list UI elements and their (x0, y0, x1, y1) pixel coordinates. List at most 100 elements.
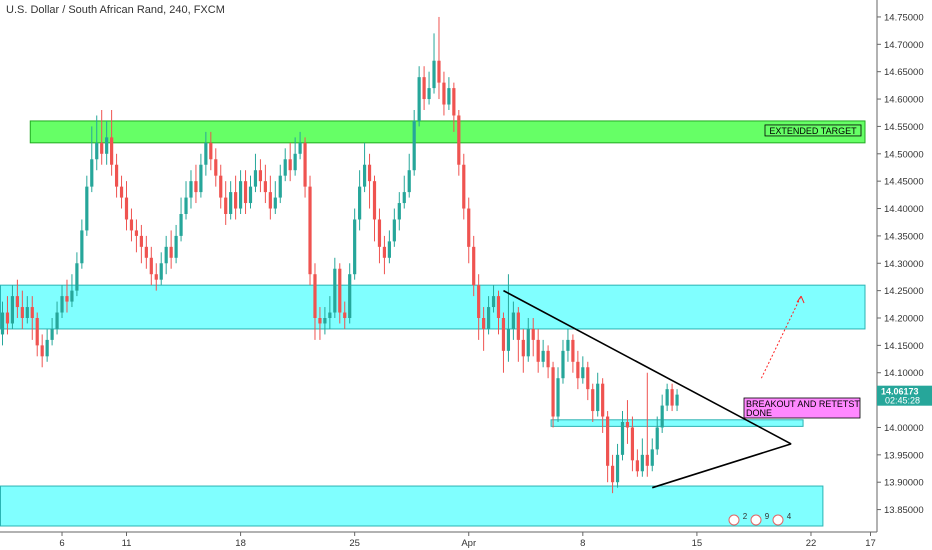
candle[interactable] (665, 383, 669, 412)
candle[interactable] (263, 164, 267, 204)
candle[interactable] (119, 175, 124, 209)
candle[interactable] (70, 274, 74, 308)
candle[interactable] (149, 246, 153, 286)
candle[interactable] (576, 350, 580, 390)
candle[interactable] (367, 153, 372, 209)
candle[interactable] (377, 208, 382, 264)
candle[interactable] (328, 296, 332, 329)
candle[interactable] (209, 131, 213, 171)
candle[interactable] (635, 449, 639, 477)
candle[interactable] (343, 301, 347, 329)
candle[interactable] (362, 142, 367, 193)
candle[interactable] (110, 110, 114, 176)
candle[interactable] (100, 110, 104, 165)
candle[interactable] (268, 175, 272, 220)
candle[interactable] (630, 416, 635, 472)
candle[interactable] (189, 170, 193, 209)
event-flag-icon[interactable] (750, 514, 762, 526)
candle[interactable] (491, 285, 496, 313)
candle[interactable] (293, 137, 297, 176)
candle[interactable] (506, 274, 511, 362)
candle[interactable] (129, 208, 134, 242)
candle[interactable] (516, 307, 520, 362)
candle[interactable] (511, 301, 515, 340)
candle[interactable] (85, 175, 89, 236)
candle[interactable] (184, 181, 188, 220)
candle[interactable] (447, 77, 451, 110)
candle[interactable] (139, 224, 143, 264)
candle[interactable] (105, 120, 109, 165)
candle[interactable] (596, 372, 600, 417)
candle[interactable] (15, 279, 19, 318)
candle[interactable] (601, 378, 605, 433)
candle[interactable] (323, 307, 327, 335)
candle[interactable] (467, 197, 471, 264)
candle[interactable] (472, 235, 476, 297)
candle[interactable] (283, 148, 287, 182)
candle[interactable] (30, 296, 34, 340)
candle[interactable] (402, 175, 406, 209)
candle[interactable] (313, 263, 317, 340)
candle[interactable] (457, 110, 461, 176)
candle[interactable] (50, 318, 54, 346)
candle[interactable] (496, 290, 501, 335)
candle[interactable] (5, 296, 10, 335)
candle[interactable] (645, 372, 649, 477)
candle[interactable] (248, 175, 253, 209)
candle[interactable] (531, 318, 535, 357)
candle[interactable] (258, 159, 263, 193)
candle[interactable] (477, 274, 481, 340)
candle[interactable] (25, 296, 29, 324)
candle[interactable] (412, 110, 416, 176)
candle[interactable] (551, 361, 555, 428)
candle[interactable] (348, 263, 352, 324)
candle[interactable] (586, 361, 590, 401)
candle[interactable] (253, 153, 258, 193)
candle[interactable] (134, 219, 139, 253)
candles-layer[interactable] (0, 16, 679, 494)
candle[interactable] (650, 438, 654, 472)
candle[interactable] (154, 263, 158, 291)
candle[interactable] (204, 131, 208, 176)
candle[interactable] (675, 389, 679, 412)
candle[interactable] (40, 334, 44, 368)
candle[interactable] (546, 345, 550, 379)
candle[interactable] (174, 224, 178, 264)
candle[interactable] (124, 181, 129, 231)
candle[interactable] (179, 197, 183, 242)
candle[interactable] (437, 16, 441, 100)
candle[interactable] (521, 328, 525, 373)
candle[interactable] (353, 208, 357, 280)
event-flag-icon[interactable] (772, 514, 784, 526)
candle[interactable] (288, 142, 292, 182)
candle[interactable] (417, 66, 421, 127)
candle[interactable] (35, 312, 39, 357)
candle[interactable] (526, 318, 530, 362)
candle[interactable] (10, 285, 15, 329)
candle[interactable] (452, 82, 456, 132)
candle[interactable] (219, 164, 223, 209)
candle[interactable] (243, 170, 248, 214)
candle[interactable] (164, 235, 168, 275)
candle[interactable] (541, 339, 545, 368)
candle[interactable] (75, 252, 79, 297)
candle[interactable] (387, 230, 391, 264)
candle[interactable] (432, 33, 436, 94)
candle[interactable] (95, 115, 99, 171)
candle[interactable] (65, 279, 69, 313)
candle[interactable] (90, 126, 94, 193)
candle[interactable] (392, 208, 396, 247)
candle[interactable] (169, 230, 173, 269)
event-flag-icon[interactable] (728, 514, 740, 526)
candle[interactable] (0, 301, 5, 346)
candle[interactable] (591, 383, 595, 422)
candle[interactable] (660, 394, 664, 433)
candle[interactable] (610, 454, 615, 494)
candle[interactable] (278, 164, 282, 204)
candle[interactable] (199, 153, 203, 198)
candle[interactable] (318, 307, 322, 340)
candle[interactable] (229, 181, 233, 220)
candle[interactable] (194, 164, 198, 204)
candle[interactable] (114, 153, 119, 198)
